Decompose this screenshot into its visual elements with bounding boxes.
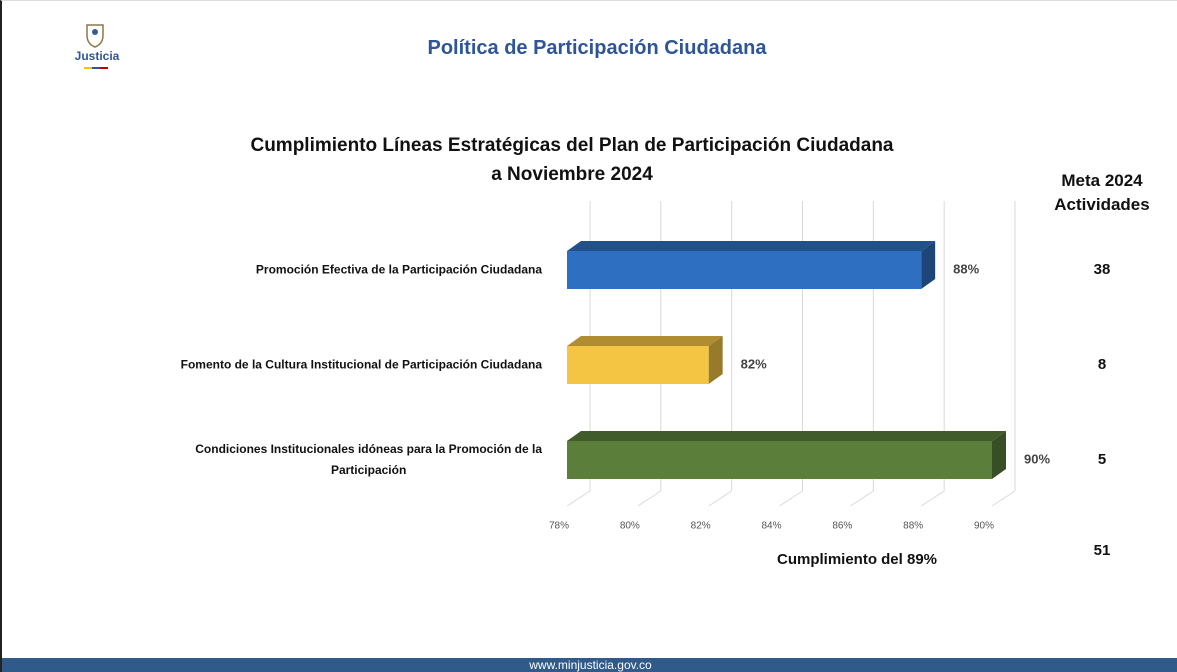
x-tick-label: 80% [620, 521, 640, 532]
category-text: Fomento de la Cultura Institucional de P… [180, 357, 542, 372]
annotation: Cumplimiento del 89% [776, 551, 938, 568]
grid-floor [850, 490, 874, 507]
category-label: Promoción Efectiva de la Participación C… [256, 260, 542, 281]
grid-floor [920, 490, 945, 507]
footer-url: www.minjusticia.gov.co [529, 658, 652, 672]
grid-floor [708, 490, 732, 507]
bar [567, 441, 992, 479]
meta-value: 8 [1097, 356, 1107, 373]
meta-value: 5 [1097, 451, 1107, 468]
meta-title: Meta 2024 Actividades [1054, 171, 1150, 214]
value-label: 90% [1024, 451, 1050, 466]
bar-side [992, 431, 1006, 479]
bar [567, 251, 922, 289]
bar-top [567, 431, 1006, 441]
meta-total: 51 [1093, 542, 1111, 559]
chart-title: Cumplimiento Líneas Estratégicas del Pla… [250, 135, 894, 185]
category-text: Promoción Efectiva de la Participación C… [255, 262, 542, 277]
grid-floor [566, 490, 591, 507]
x-tick-label: 88% [903, 521, 923, 532]
bar-side [708, 336, 723, 384]
bar-side [921, 241, 936, 289]
value-label: 88% [953, 261, 979, 276]
logo [84, 24, 108, 69]
bar [567, 346, 709, 384]
bar-top [567, 336, 723, 346]
meta-value: 38 [1093, 261, 1111, 278]
category-label: Condiciones Institucionales idóneas para… [195, 439, 542, 481]
x-tick-label: 86% [832, 521, 852, 532]
footer-bar [2, 658, 1177, 672]
category-text: Condiciones Institucionales idóneas para… [195, 442, 542, 477]
category-label: Fomento de la Cultura Institucional de P… [181, 355, 542, 376]
x-tick-label: 90% [974, 521, 994, 532]
x-tick-label: 78% [549, 521, 569, 532]
page-title: Política de Participación Ciudadana [427, 37, 767, 59]
value-label: 82% [741, 356, 767, 371]
grid-floor [637, 490, 662, 507]
grid-floor [991, 490, 1016, 507]
grid-floor [779, 490, 803, 507]
x-tick-label: 84% [761, 521, 781, 532]
logo-text: Justicia [74, 49, 120, 63]
bar-top [567, 241, 936, 251]
x-tick-label: 82% [691, 521, 711, 532]
